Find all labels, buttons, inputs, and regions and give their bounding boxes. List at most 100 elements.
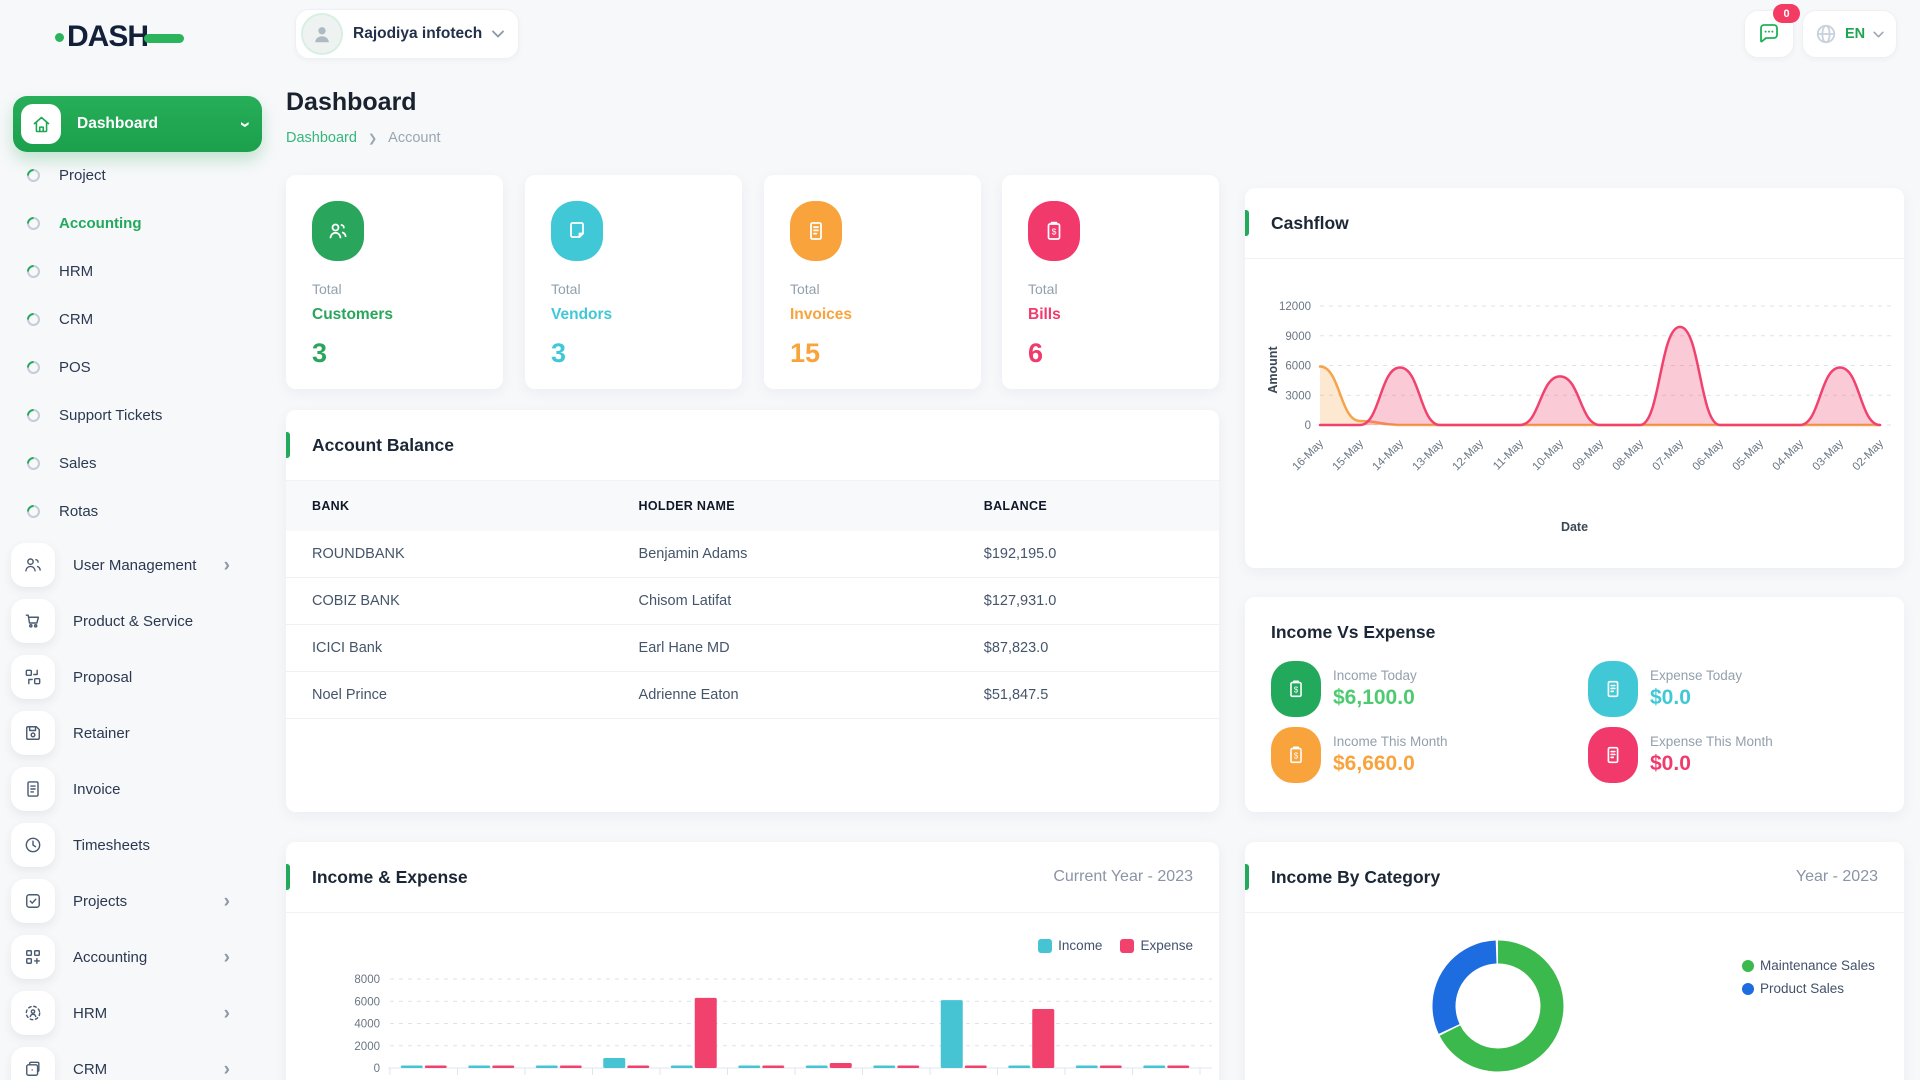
cart-icon xyxy=(11,599,55,643)
donut-legend: Maintenance Sales Product Sales xyxy=(1742,958,1875,996)
stat-label: Customers xyxy=(312,306,393,323)
stat-value: 3 xyxy=(551,338,567,368)
sidebar-item-label: Product & Service xyxy=(73,612,194,630)
sidebar-item-rotas[interactable]: Rotas xyxy=(0,487,260,535)
invoice-icon xyxy=(11,767,55,811)
table-row: ROUNDBANK Benjamin Adams $192,195.0 xyxy=(286,531,1219,578)
ive-value: $6,100.0 xyxy=(1333,686,1415,709)
legend-label: Maintenance Sales xyxy=(1760,958,1875,973)
stat-card-customers: Total Customers 3 xyxy=(286,175,503,389)
sidebar-item-crm[interactable]: CRM xyxy=(0,295,260,343)
sidebar-item-accounting[interactable]: Accounting xyxy=(0,199,260,247)
grid-plus-icon xyxy=(11,935,55,979)
svg-text:15-May: 15-May xyxy=(1331,437,1367,473)
column-header-holder: HOLDER NAME xyxy=(612,481,958,531)
svg-text:8000: 8000 xyxy=(354,974,380,986)
sidebar-item-projects[interactable]: Projects › xyxy=(0,873,260,929)
expense-today-item: Expense Today $0.0 xyxy=(1588,661,1742,717)
svg-text:03-May: 03-May xyxy=(1811,437,1847,473)
income-expense-chart: 0 2000 4000 6000 8000 xyxy=(354,974,1212,1075)
bullet-icon xyxy=(24,261,43,281)
sidebar-item-retainer[interactable]: Retainer xyxy=(0,705,260,761)
sidebar-item-accounting-menu[interactable]: Accounting › xyxy=(0,929,260,985)
cell-balance: $192,195.0 xyxy=(957,531,1219,578)
ive-label: Expense Today xyxy=(1650,668,1743,683)
sidebar-item-support-tickets[interactable]: Support Tickets xyxy=(0,391,260,439)
expense-this-month-item: Expense This Month $0.0 xyxy=(1588,727,1773,783)
company-selector[interactable]: Rajodiya infotech xyxy=(295,9,520,59)
sidebar-item-invoice[interactable]: Invoice xyxy=(0,761,260,817)
sidebar-item-proposal[interactable]: Proposal xyxy=(0,649,260,705)
svg-text:16-May: 16-May xyxy=(1291,437,1327,473)
sidebar-item-label: Proposal xyxy=(73,668,133,686)
panel-subtitle: Current Year - 2023 xyxy=(1053,868,1193,885)
svg-text:2000: 2000 xyxy=(354,1041,380,1053)
legend-item-expense: Expense xyxy=(1120,938,1193,953)
svg-text:4000: 4000 xyxy=(354,1019,380,1031)
language-label: EN xyxy=(1845,26,1866,42)
sidebar-item-crm-menu[interactable]: CRM › xyxy=(0,1041,260,1080)
stat-value: 6 xyxy=(1028,338,1044,368)
messages-button[interactable]: 0 xyxy=(1744,4,1800,58)
svg-text:0: 0 xyxy=(374,1063,380,1075)
stat-prefix: Total xyxy=(790,281,820,297)
stat-label: Bills xyxy=(1028,306,1061,323)
maintenance-sales-swatch xyxy=(1742,959,1754,972)
sidebar-item-user-management[interactable]: User Management › xyxy=(0,537,260,593)
svg-text:09-May: 09-May xyxy=(1571,437,1607,473)
panel-title: Cashflow xyxy=(1271,212,1349,233)
svg-text:13-May: 13-May xyxy=(1411,437,1447,473)
clipboard-dollar-icon: $ xyxy=(1271,661,1321,717)
chevron-down-icon: › xyxy=(234,120,256,128)
sidebar-main-menu: User Management › Product & Service Prop… xyxy=(0,537,260,1080)
cell-holder: Earl Hane MD xyxy=(612,624,958,672)
income-today-item: $ Income Today $6,100.0 xyxy=(1271,661,1417,717)
logo-dash-icon xyxy=(144,33,185,43)
income-this-month-item: $ Income This Month $6,660.0 xyxy=(1271,727,1448,783)
ive-label: Income Today xyxy=(1333,668,1417,683)
person-target-icon xyxy=(11,991,55,1035)
svg-text:04-May: 04-May xyxy=(1771,437,1807,473)
cell-bank: COBIZ BANK xyxy=(286,577,613,625)
sidebar-item-hrm-menu[interactable]: HRM › xyxy=(0,985,260,1041)
sidebar-item-label: CRM xyxy=(73,1060,108,1078)
sidebar-item-label: POS xyxy=(59,358,91,376)
sidebar-item-hrm[interactable]: HRM xyxy=(0,247,260,295)
page-title: Dashboard xyxy=(286,88,417,116)
svg-text:06-May: 06-May xyxy=(1691,437,1727,473)
sidebar-item-sales[interactable]: Sales xyxy=(0,439,260,487)
dollar-glyph: $ xyxy=(1294,685,1299,694)
chevron-right-icon: › xyxy=(223,946,230,968)
cell-balance: $127,931.0 xyxy=(957,577,1219,625)
stat-value: 15 xyxy=(790,338,821,368)
legend-item-income: Income xyxy=(1038,938,1102,953)
sidebar-item-product-service[interactable]: Product & Service xyxy=(0,593,260,649)
save-icon xyxy=(11,711,55,755)
sidebar-item-label: Retainer xyxy=(73,724,130,742)
sidebar-item-label: HRM xyxy=(73,1004,108,1022)
svg-text:6000: 6000 xyxy=(1285,361,1311,373)
cell-balance: $87,823.0 xyxy=(957,624,1219,672)
expense-swatch xyxy=(1120,938,1135,953)
clipboard-dollar-icon: $ xyxy=(1271,727,1321,783)
bullet-icon xyxy=(24,165,43,185)
stat-card-vendors: Total Vendors 3 xyxy=(525,175,742,389)
sidebar-item-label: Accounting xyxy=(59,214,142,232)
account-balance-table: BANK HOLDER NAME BALANCE ROUNDBANK Benja… xyxy=(286,481,1219,719)
stat-card-bills: $ Total Bills 6 xyxy=(1002,175,1219,389)
checkbox-icon xyxy=(11,879,55,923)
sidebar-item-dashboard-active[interactable]: Dashboard › xyxy=(13,96,262,152)
x-axis-label: Date xyxy=(1560,520,1589,534)
bullet-icon xyxy=(24,501,43,521)
sidebar-item-pos[interactable]: POS xyxy=(0,343,260,391)
table-header-row: BANK HOLDER NAME BALANCE xyxy=(286,481,1219,531)
sidebar-item-label: HRM xyxy=(59,262,94,280)
breadcrumb-dashboard-link[interactable]: Dashboard xyxy=(286,130,357,146)
cashflow-chart: 0 3000 6000 9000 12000 16-May 15-May 14-May 13-M… xyxy=(1279,301,1892,473)
panel-header: Income Vs Expense xyxy=(1245,597,1904,667)
chevron-right-icon: ❯ xyxy=(367,132,378,145)
panel-header: Cashflow xyxy=(1245,188,1904,259)
language-selector[interactable]: EN xyxy=(1802,10,1898,58)
sidebar-item-timesheets[interactable]: Timesheets xyxy=(0,817,260,873)
sidebar-item-project[interactable]: Project xyxy=(0,151,260,199)
